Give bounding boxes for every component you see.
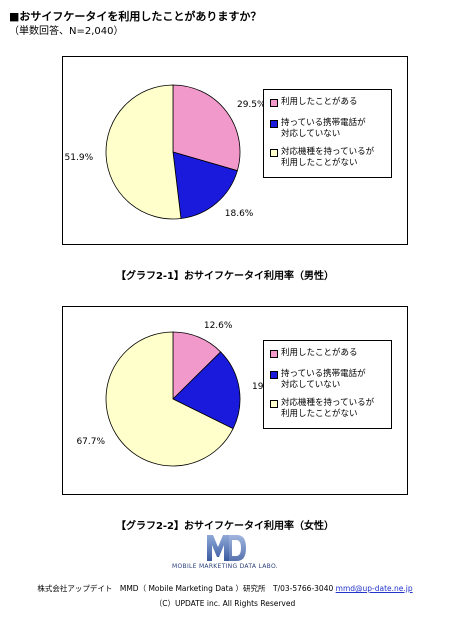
legend-label: 対応機種を持っているが 利用したことがない	[281, 398, 375, 419]
chart-1-pie: 29.5% 18.6% 51.9%	[65, 84, 266, 220]
chart-1-data-label-2: 18.6%	[225, 209, 254, 219]
legend-label: 対応機種を持っているが 利用したことがない	[281, 147, 375, 168]
chart-1-data-label-1: 29.5%	[237, 100, 266, 110]
legend-swatch	[270, 149, 278, 157]
footer-contact: 株式会社アップデイト MMD（ Mobile Marketing Data ）研…	[0, 583, 450, 594]
chart-2-frame: 12.6%19.7%67.7% 利用したことがある 持っている携帯電話が 対応し…	[62, 306, 408, 495]
chart-1-slice-1	[172, 84, 241, 172]
chart-1-slice-3	[105, 84, 182, 220]
page-title: ■おサイフケータイを利用したことがありますか？	[9, 10, 262, 23]
footer-copyright: （C）UPDATE inc. All Rights Reserved	[154, 599, 296, 608]
legend-label: 持っている携帯電話が 対応していない	[281, 118, 366, 139]
chart-2-data-label-3: 67.7%	[76, 437, 105, 447]
chart-1-data-label-3: 51.9%	[65, 153, 94, 163]
legend-swatch	[270, 120, 278, 128]
legend-swatch	[270, 400, 278, 408]
legend-label: 持っている携帯電話が 対応していない	[281, 369, 366, 390]
chart-2-slice-2	[172, 351, 241, 430]
chart-2-slice-3	[105, 331, 234, 467]
chart-2-data-label-1: 12.6%	[204, 321, 233, 331]
chart-1-legend: 利用したことがある 持っている携帯電話が 対応していない 対応機種を持っているが…	[263, 89, 392, 178]
chart-1-frame: 29.5% 18.6% 51.9% 利用したことがある 持っている携帯電話が 対応し…	[62, 56, 408, 245]
chart-1-slice-2	[172, 151, 238, 219]
legend-swatch	[270, 371, 278, 379]
chart-2-legend: 利用したことがある 持っている携帯電話が 対応していない 対応機種を持っているが…	[263, 340, 392, 429]
chart-2-caption: 【グラフ2-2】おサイフケータイ利用率（女性）	[115, 521, 335, 532]
logo-text: MOBILE MARKETING DATA LABO.	[172, 563, 278, 570]
footer-email-link[interactable]: mmd@up-date.ne.jp	[335, 584, 413, 593]
page-subtitle: （単数回答、N=2,040）	[9, 26, 124, 37]
legend-label: 利用したことがある	[281, 348, 358, 358]
legend-label: 利用したことがある	[281, 97, 358, 107]
mmd-logo	[207, 535, 246, 561]
chart-1-caption: 【グラフ2-1】おサイフケータイ利用率（男性）	[115, 271, 335, 282]
legend-swatch	[270, 350, 278, 358]
footer-company: 株式会社アップデイト MMD（ Mobile Marketing Data ）研…	[37, 584, 334, 593]
legend-swatch	[270, 99, 278, 107]
